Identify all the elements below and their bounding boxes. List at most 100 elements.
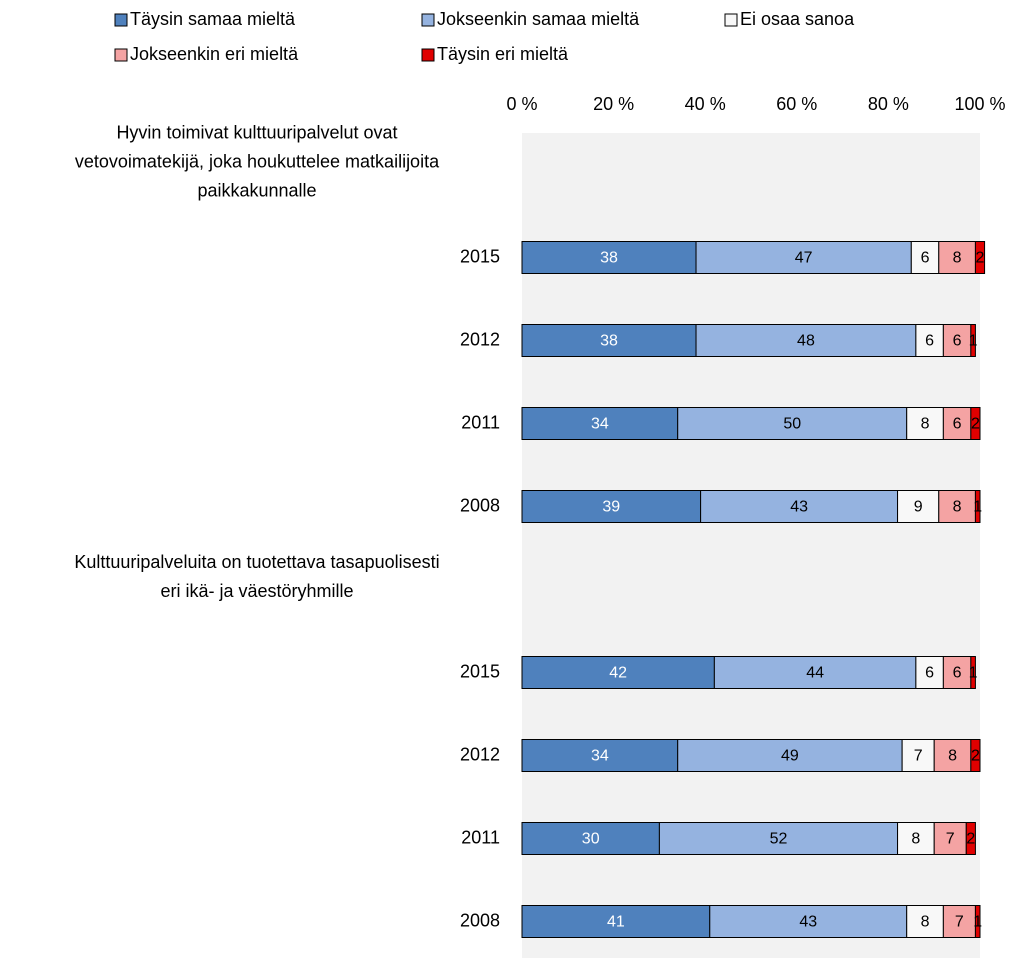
- data-label: 8: [948, 748, 957, 765]
- bar-segment: [970, 739, 981, 772]
- x-tick-label: 20 %: [593, 94, 634, 114]
- data-label: 38: [600, 333, 618, 350]
- legend-swatch: [421, 13, 435, 27]
- bar-segment: [933, 822, 967, 855]
- data-label: 43: [790, 499, 808, 516]
- data-label: 48: [797, 333, 815, 350]
- legend-swatch: [114, 13, 128, 27]
- legend-swatch: [421, 48, 435, 62]
- bar-segment: [521, 490, 702, 523]
- bar-segment: [521, 324, 697, 357]
- bar-segment: [677, 739, 903, 772]
- bar-segment: [970, 407, 981, 440]
- bar-segment: [521, 656, 715, 689]
- legend-label: Täysin eri mieltä: [437, 44, 569, 64]
- bar-segment: [906, 905, 944, 938]
- data-label: 38: [600, 250, 618, 267]
- bar-segment: [915, 324, 944, 357]
- bar-segment: [901, 739, 935, 772]
- data-label: 42: [609, 665, 627, 682]
- bar-segment: [974, 905, 981, 938]
- data-label: 52: [770, 831, 788, 848]
- data-label: 9: [914, 499, 923, 516]
- bar-segment: [970, 656, 976, 689]
- data-label: 1: [969, 665, 978, 682]
- bar-segment: [709, 905, 908, 938]
- bar-segment: [677, 407, 908, 440]
- bar-segment: [933, 739, 972, 772]
- data-label: 43: [799, 914, 817, 931]
- data-label: 6: [953, 416, 962, 433]
- bar-segment: [521, 822, 660, 855]
- y-tick-label: 2012: [460, 329, 500, 349]
- bar-segment: [965, 822, 976, 855]
- data-label: 30: [582, 831, 600, 848]
- data-label: 41: [607, 914, 625, 931]
- bar-segment: [700, 490, 899, 523]
- bar-segment: [713, 656, 917, 689]
- data-label: 8: [953, 499, 962, 516]
- data-label: 2: [966, 831, 975, 848]
- data-label: 50: [783, 416, 801, 433]
- legend-label: Jokseenkin samaa mieltä: [437, 9, 640, 29]
- data-label: 1: [973, 499, 982, 516]
- group-label: eri ikä- ja väestöryhmille: [160, 581, 353, 601]
- data-label: 1: [973, 914, 982, 931]
- bar-segment: [521, 407, 679, 440]
- x-tick-label: 60 %: [776, 94, 817, 114]
- bar-segment: [974, 241, 986, 274]
- bar-segment: [658, 822, 899, 855]
- data-label: 8: [911, 831, 920, 848]
- legend-swatch: [114, 48, 128, 62]
- data-label: 8: [953, 250, 962, 267]
- group-label: paikkakunnalle: [197, 180, 316, 200]
- data-label: 6: [921, 250, 930, 267]
- data-label: 8: [921, 416, 930, 433]
- bar-segment: [938, 490, 976, 523]
- bar-segment: [970, 324, 976, 357]
- bar-segment: [942, 324, 972, 357]
- data-label: 6: [925, 665, 934, 682]
- data-label: 6: [953, 665, 962, 682]
- legend-label: Jokseenkin eri mieltä: [130, 44, 299, 64]
- bar-segment: [938, 241, 976, 274]
- legend-label: Täysin samaa mieltä: [130, 9, 296, 29]
- x-tick-label: 40 %: [685, 94, 726, 114]
- bar-segment: [521, 905, 711, 938]
- data-label: 6: [925, 333, 934, 350]
- data-label: 2: [971, 748, 980, 765]
- x-tick-label: 100 %: [954, 94, 1005, 114]
- bar-segment: [910, 241, 940, 274]
- y-tick-label: 2012: [460, 744, 500, 764]
- bar-segment: [897, 490, 940, 523]
- data-label: 44: [806, 665, 824, 682]
- y-tick-label: 2015: [460, 246, 500, 266]
- bar-segment: [906, 407, 944, 440]
- bar-segment: [695, 324, 917, 357]
- data-label: 39: [602, 499, 620, 516]
- y-tick-label: 2011: [461, 412, 500, 432]
- group-label: vetovoimatekijä, joka houkuttelee matkai…: [75, 151, 440, 171]
- data-label: 2: [976, 250, 985, 267]
- data-label: 49: [781, 748, 799, 765]
- bar-segment: [521, 241, 697, 274]
- bar-segment: [974, 490, 981, 523]
- x-tick-label: 0 %: [506, 94, 537, 114]
- bar-segment: [521, 739, 679, 772]
- data-label: 7: [914, 748, 923, 765]
- group-label: Kulttuuripalveluita on tuotettava tasapu…: [74, 552, 439, 572]
- data-label: 2: [971, 416, 980, 433]
- data-label: 8: [921, 914, 930, 931]
- legend-label: Ei osaa sanoa: [740, 9, 855, 29]
- y-tick-label: 2008: [460, 495, 500, 515]
- data-label: 47: [795, 250, 813, 267]
- data-label: 1: [969, 333, 978, 350]
- bar-segment: [915, 656, 944, 689]
- y-tick-label: 2011: [461, 827, 500, 847]
- data-label: 34: [591, 416, 609, 433]
- group-label: Hyvin toimivat kulttuuripalvelut ovat: [116, 122, 397, 142]
- y-tick-label: 2015: [460, 661, 500, 681]
- data-label: 7: [955, 914, 964, 931]
- data-label: 34: [591, 748, 609, 765]
- y-tick-label: 2008: [460, 910, 500, 930]
